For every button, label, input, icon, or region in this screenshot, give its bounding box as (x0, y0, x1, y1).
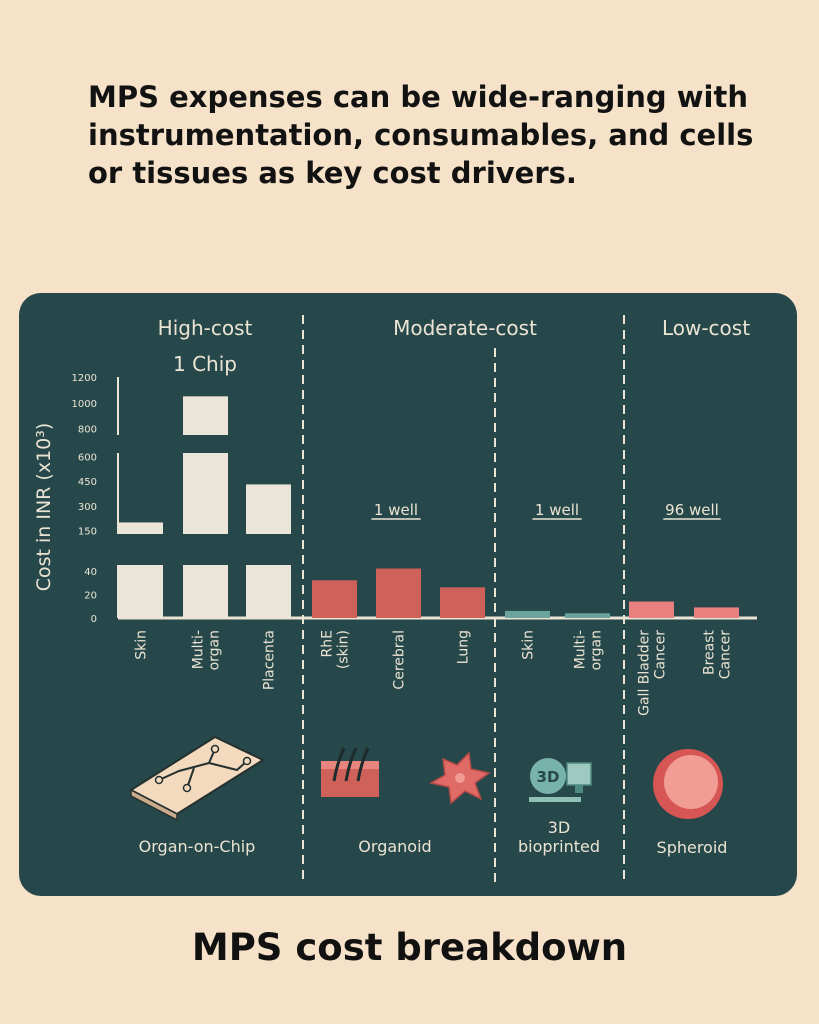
organ-on-chip-icon-side (130, 788, 178, 822)
category-label: Multi- (573, 630, 589, 669)
model-label: bioprinted (518, 837, 600, 856)
organ-on-chip-channel (208, 760, 248, 772)
bar-segment (118, 565, 163, 618)
unit-label: 1 well (374, 501, 418, 519)
y-tick-label: 450 (78, 477, 97, 488)
3d-printer-nozzle (575, 785, 583, 793)
cost-chart: High-cost Moderate-cost Low-cost 1 Chip 1 we… (33, 315, 757, 883)
section-header: Moderate-cost (393, 316, 537, 340)
model-label: Spheroid (657, 838, 728, 857)
category-label: Lung (456, 630, 472, 664)
y-tick-label: 300 (78, 502, 97, 513)
category-label: Multi- (191, 630, 207, 669)
y-tick-label: 1200 (72, 373, 97, 384)
y-tick-label: 600 (78, 452, 97, 463)
bar (565, 613, 610, 618)
category-label: Cerebral (392, 630, 408, 690)
hair-strand (332, 747, 346, 782)
y-axis-title: Cost in INR (x10³) (33, 423, 55, 592)
bar-segment (246, 484, 291, 534)
organoid-icon-detail (455, 773, 465, 783)
model-label: Organoid (358, 837, 431, 856)
bar (376, 568, 421, 618)
unit-label: 1 well (535, 501, 579, 519)
category-label: Breast (702, 629, 718, 675)
hair-strand (356, 747, 370, 782)
y-tick-label: 40 (84, 567, 97, 578)
organ-on-chip-port (154, 775, 164, 785)
bar-segment (183, 453, 228, 534)
category-label: organ (207, 630, 223, 670)
bar (694, 607, 739, 618)
unit-label: 1 Chip (173, 352, 237, 376)
chart-panel: High-cost Moderate-cost Low-cost 1 Chip 1 we… (19, 293, 797, 896)
bar (505, 610, 550, 618)
category-label: Gall Bladder (637, 630, 653, 716)
unit-label: 96 well (665, 501, 719, 519)
model-label: Organ-on-Chip (139, 837, 256, 856)
category-label: organ (589, 630, 605, 670)
model-label: 3D (548, 818, 571, 837)
y-tick-label: 0 (91, 614, 97, 625)
category-label: Skin (134, 630, 150, 660)
3d-printer-icon-label: 3D (537, 768, 560, 786)
organ-on-chip-port (210, 744, 220, 754)
3d-printer-bed (529, 797, 581, 802)
bar-segment (183, 396, 228, 435)
category-label: Cancer (718, 630, 734, 680)
section-header: High-cost (158, 316, 253, 340)
category-label: Cancer (653, 630, 669, 680)
bar (312, 580, 357, 618)
footer-title: MPS cost breakdown (191, 926, 628, 969)
category-label: Skin (521, 630, 537, 660)
y-tick-label: 20 (84, 590, 97, 601)
hair-strand (344, 747, 358, 782)
category-label: Placenta (262, 630, 278, 690)
bar-segment (118, 522, 163, 534)
category-label: RhE (320, 630, 336, 657)
organ-on-chip-port (182, 783, 192, 793)
section-header: Low-cost (662, 316, 750, 340)
bar (440, 587, 485, 618)
bar-segment (183, 565, 228, 618)
3d-printer-head (566, 762, 592, 786)
3d-printer-icon (530, 758, 566, 794)
y-tick-label: 800 (78, 425, 97, 436)
organ-on-chip-channel (158, 748, 216, 781)
bar-segment (246, 565, 291, 618)
spheroid-icon-inner (664, 755, 718, 809)
y-tick-label: 150 (78, 527, 97, 538)
bar (629, 601, 674, 618)
organ-on-chip-port (242, 756, 252, 766)
y-tick-label: 1000 (72, 399, 97, 410)
category-label: (skin) (336, 630, 352, 669)
headline: MPS expenses can be wide-ranging with in… (88, 80, 754, 190)
